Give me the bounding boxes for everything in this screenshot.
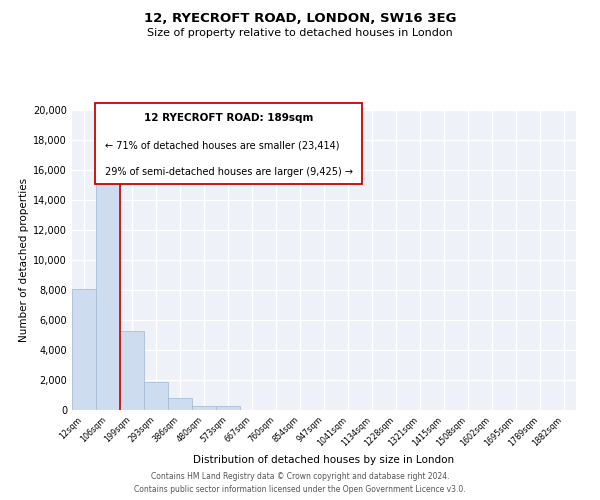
Y-axis label: Number of detached properties: Number of detached properties (19, 178, 29, 342)
FancyBboxPatch shape (95, 102, 362, 184)
Text: 12, RYECROFT ROAD, LONDON, SW16 3EG: 12, RYECROFT ROAD, LONDON, SW16 3EG (144, 12, 456, 26)
Text: 12 RYECROFT ROAD: 189sqm: 12 RYECROFT ROAD: 189sqm (143, 113, 313, 123)
Text: Contains HM Land Registry data © Crown copyright and database right 2024.: Contains HM Land Registry data © Crown c… (151, 472, 449, 481)
Bar (120, 330, 144, 410)
Bar (144, 382, 168, 410)
Bar (216, 406, 240, 410)
Text: Contains public sector information licensed under the Open Government Licence v3: Contains public sector information licen… (134, 485, 466, 494)
Text: ← 71% of detached houses are smaller (23,414): ← 71% of detached houses are smaller (23… (105, 140, 339, 150)
Text: 29% of semi-detached houses are larger (9,425) →: 29% of semi-detached houses are larger (… (105, 167, 353, 177)
Bar (72, 288, 96, 410)
Bar (168, 398, 192, 410)
Bar (192, 406, 216, 410)
Bar (96, 162, 120, 410)
Text: Size of property relative to detached houses in London: Size of property relative to detached ho… (147, 28, 453, 38)
X-axis label: Distribution of detached houses by size in London: Distribution of detached houses by size … (193, 454, 455, 464)
